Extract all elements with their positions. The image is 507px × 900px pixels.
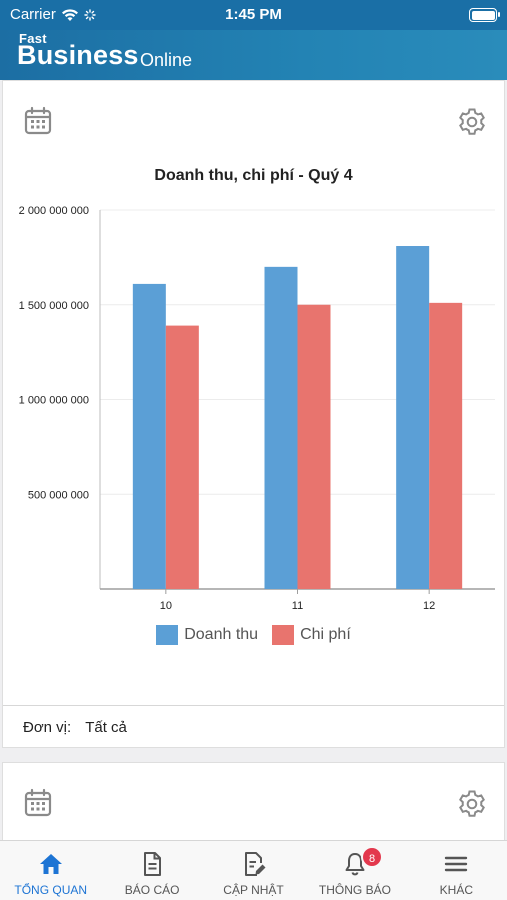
calendar-icon[interactable] <box>23 106 53 136</box>
bottom-tab-bar: TỔNG QUAN BÁO CÁO CẬP NHẬT THÔNG BÁO 8 <box>0 840 507 900</box>
x-tick-label: 11 <box>292 600 303 612</box>
logo-sub: Online <box>140 50 193 70</box>
bar-expense <box>297 304 331 589</box>
bell-icon <box>345 853 365 876</box>
tab-notifications[interactable]: THÔNG BÁO 8 <box>304 841 405 900</box>
logo-main: Business <box>17 40 139 70</box>
wifi-icon <box>61 8 78 21</box>
calendar-icon[interactable] <box>23 788 53 818</box>
legend-label-expense: Chi phí <box>300 626 351 643</box>
unit-filter[interactable]: Đơn vị: Tất cả <box>3 705 504 749</box>
y-tick-label: 1 500 000 000 <box>19 300 89 312</box>
revenue-expense-chart: 500 000 000 1 000 000 000 1 500 000 000 2 0… <box>19 205 495 612</box>
revenue-chart-card: Doanh thu, chi phí - Quý 4 500 000 000 1 … <box>2 80 505 748</box>
notification-badge: 8 <box>361 846 383 868</box>
gear-icon[interactable] <box>457 789 487 819</box>
unit-value: Tất cả <box>85 719 127 736</box>
chart-legend: Doanh thu Chi phí <box>3 625 504 645</box>
app-header: Fast Business Online <box>0 30 507 80</box>
tab-overview[interactable]: TỔNG QUAN <box>0 841 101 900</box>
y-tick-label: 1 000 000 000 <box>19 395 89 407</box>
logo-top: Fast <box>19 31 47 46</box>
x-tick-label: 10 <box>160 600 172 612</box>
bar-revenue <box>396 246 430 589</box>
activity-icon <box>84 8 96 21</box>
carrier: Carrier <box>10 6 96 23</box>
tab-label: KHÁC <box>439 883 473 897</box>
bar-expense <box>165 325 199 589</box>
second-card <box>2 762 505 852</box>
menu-icon <box>445 856 468 872</box>
tab-update[interactable]: CẬP NHẬT <box>203 841 304 900</box>
tab-more[interactable]: KHÁC <box>406 841 507 900</box>
y-tick-label: 2 000 000 000 <box>19 205 89 217</box>
tab-label: THÔNG BÁO <box>318 883 391 897</box>
tab-reports[interactable]: BÁO CÁO <box>101 841 202 900</box>
battery-icon <box>469 8 500 22</box>
y-tick-label: 500 000 000 <box>28 489 89 501</box>
edit-icon <box>244 852 266 876</box>
gear-icon[interactable] <box>457 107 487 137</box>
bar-revenue <box>132 283 166 589</box>
status-bar: Carrier 1:45 PM <box>0 0 507 30</box>
x-tick-label: 12 <box>423 600 435 612</box>
chart-title: Doanh thu, chi phí - Quý 4 <box>154 167 353 184</box>
legend-item-expense[interactable]: Chi phí <box>272 625 351 645</box>
carrier-label: Carrier <box>10 6 56 23</box>
legend-label-revenue: Doanh thu <box>184 626 259 643</box>
bar-revenue <box>264 266 298 589</box>
bar-expense <box>429 302 463 589</box>
clock: 1:45 PM <box>225 6 282 23</box>
legend-swatch-expense <box>272 625 295 645</box>
unit-label: Đơn vị: <box>23 719 72 736</box>
tab-label: BÁO CÁO <box>124 883 180 897</box>
report-icon <box>144 852 162 876</box>
legend-item-revenue[interactable]: Doanh thu <box>156 625 258 645</box>
legend-swatch-revenue <box>156 625 179 645</box>
home-icon <box>39 854 62 874</box>
tab-label: CẬP NHẬT <box>223 883 284 897</box>
tab-label: TỔNG QUAN <box>14 883 88 897</box>
